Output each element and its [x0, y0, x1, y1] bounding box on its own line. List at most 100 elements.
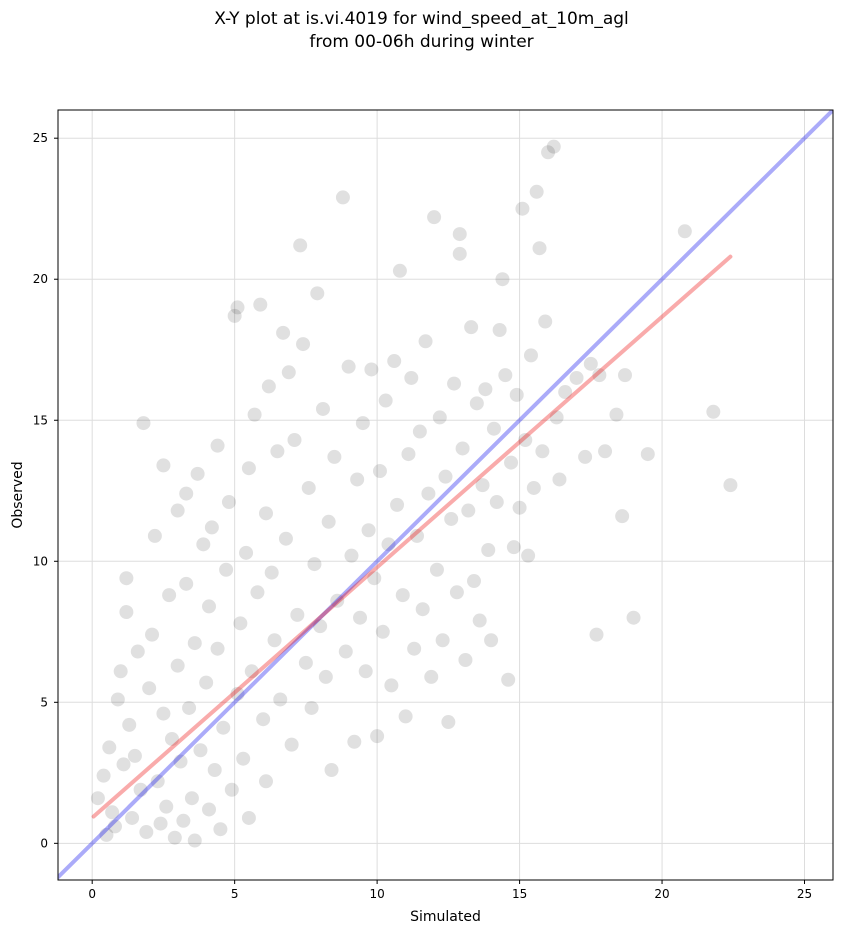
scatter-point: [392, 263, 407, 278]
scatter-point: [390, 497, 405, 512]
scatter-point: [372, 464, 387, 479]
scatter-point: [258, 774, 273, 789]
scatter-point: [435, 633, 450, 648]
scatter-point: [113, 664, 128, 679]
scatter-point: [202, 802, 217, 817]
scatter-point: [264, 565, 279, 580]
scatter-point: [310, 286, 325, 301]
identity-line: [58, 110, 833, 880]
scatter-point: [626, 610, 641, 625]
scatter-point: [281, 365, 296, 380]
scatter-point: [239, 545, 254, 560]
scatter-point: [361, 523, 376, 538]
scatter-point: [125, 810, 140, 825]
scatter-point: [258, 506, 273, 521]
scatter-points: [90, 139, 738, 848]
scatter-point: [330, 593, 345, 608]
chart-title-line-2: from 00-06h during winter: [309, 32, 534, 52]
scatter-point: [452, 227, 467, 242]
y-tick-label: 0: [40, 836, 48, 850]
scatter-point: [452, 246, 467, 261]
scatter-point: [210, 438, 225, 453]
scatter-point: [498, 368, 513, 383]
scatter-point: [204, 520, 219, 535]
scatter-point: [541, 145, 556, 160]
scatter-point: [501, 672, 516, 687]
y-axis-label: Observed: [10, 461, 26, 528]
y-tick-label: 25: [33, 131, 48, 145]
scatter-point: [723, 478, 738, 493]
scatter-point: [546, 139, 561, 154]
scatter-point: [469, 396, 484, 411]
scatter-point: [583, 356, 598, 371]
scatter-point: [227, 308, 242, 323]
scatter-point: [298, 655, 313, 670]
scatter-point: [99, 827, 114, 842]
scatter-point: [438, 469, 453, 484]
scatter-point: [253, 297, 268, 312]
scatter-point: [193, 743, 208, 758]
scatter-point: [136, 416, 151, 431]
scatter-point: [395, 588, 410, 603]
scatter-point: [569, 370, 584, 385]
scatter-point: [224, 782, 239, 797]
scatter-point: [387, 354, 402, 369]
scatter-point: [504, 455, 519, 470]
scatter-point: [207, 763, 222, 777]
grid: [58, 110, 833, 880]
scatter-point: [219, 562, 234, 577]
y-tick-label: 15: [33, 413, 48, 427]
scatter-point: [484, 633, 499, 648]
scatter-point: [472, 613, 487, 628]
scatter-point: [179, 486, 194, 501]
scatter-point: [202, 599, 217, 614]
scatter-point: [475, 478, 490, 493]
scatter-point: [441, 715, 456, 730]
scatter-point: [184, 791, 199, 806]
scatter-point: [210, 641, 225, 656]
y-tick-label: 10: [33, 554, 48, 568]
scatter-point: [618, 368, 633, 383]
scatter-point: [384, 678, 399, 693]
scatter-point: [321, 514, 336, 529]
scatter-point: [615, 509, 630, 524]
scatter-point: [270, 444, 285, 459]
scatter-point: [375, 624, 390, 639]
scatter-point: [261, 379, 276, 394]
scatter-point: [190, 466, 205, 481]
scatter-point: [213, 822, 228, 837]
scatter-point: [640, 447, 655, 462]
scatter-point: [478, 382, 493, 397]
scatter-point: [492, 323, 507, 337]
scatter-point: [196, 537, 211, 552]
scatter-point: [324, 763, 339, 777]
scatter-point: [381, 537, 396, 552]
scatter-point: [159, 799, 174, 814]
scatter-point: [156, 458, 171, 473]
scatter-point: [432, 410, 447, 425]
scatter-point: [341, 359, 356, 374]
scatter-point: [241, 810, 256, 825]
scatter-point: [236, 751, 251, 766]
scatter-point: [230, 300, 245, 315]
y-tick-label: 5: [40, 695, 48, 709]
scatter-point: [102, 740, 117, 755]
scatter-point: [284, 737, 299, 752]
x-tick-label: 0: [88, 887, 96, 901]
scatter-point: [552, 472, 567, 487]
x-axis-label: Simulated: [410, 909, 481, 925]
x-tick-label: 15: [512, 887, 527, 901]
scatter-point: [250, 585, 265, 600]
scatter-point: [404, 370, 419, 385]
scatter-point: [338, 644, 353, 659]
scatter-point: [415, 602, 430, 617]
scatter-point: [398, 709, 413, 724]
scatter-point: [378, 393, 393, 408]
scatter-point: [127, 748, 142, 763]
scatter-point: [529, 184, 544, 199]
scatter-point: [706, 404, 721, 419]
scatter-point: [130, 644, 145, 659]
chart-title-line-1: X-Y plot at is.vi.4019 for wind_speed_at…: [214, 9, 629, 29]
scatter-point: [512, 500, 527, 515]
scatter-point: [347, 734, 362, 749]
